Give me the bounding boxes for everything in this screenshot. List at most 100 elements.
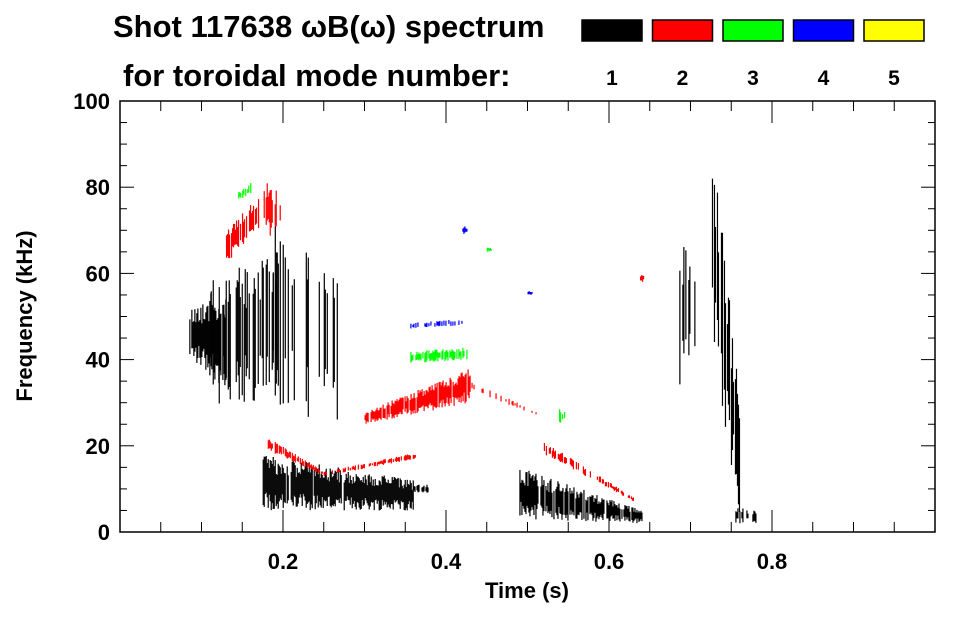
mode-2-mark [407,455,409,460]
mode-1-mark [275,473,277,507]
mode-1-mark [279,467,281,499]
mode-1-mark [365,479,367,501]
mode-2-mark [395,401,397,415]
mode-1-mark [359,480,361,510]
mode-1-mark [272,456,274,509]
mode-4-mark [461,320,463,324]
mode-2-mark [627,495,629,498]
mode-1-mark [344,480,346,501]
mode-2-mark [331,470,333,475]
mode-2-mark [306,462,308,468]
mode-2-mark [405,401,407,409]
mode-1-mark [601,498,603,518]
mode-1-mark [558,483,560,508]
mode-1-mark [579,493,581,513]
mode-2-mark [373,462,375,467]
mode-2-mark [463,377,465,393]
mode-3-mark [429,353,431,362]
x-axis-label: Time (s) [485,578,569,603]
mode-2-mark [558,454,560,461]
mode-2-mark [311,466,313,470]
mode-2-mark [602,479,604,484]
mode-2-feature [225,199,260,259]
mode-2-mark [535,412,537,415]
mode-1-mark [565,488,567,519]
mode-2-mark [287,453,289,458]
mode-1-mark [340,474,342,504]
mode-1-mark [527,485,529,508]
mode-2-mark [321,471,323,474]
mode-2-mark [564,457,566,464]
mode-2-mark [227,229,230,258]
mode-2-mark [268,439,270,449]
mode-1-mark [212,280,214,385]
mode-1-mark [735,368,738,475]
mode-2-mark [271,200,273,223]
mode-2-mark [396,399,398,418]
mode-1-feature [189,293,227,386]
mode-2-mark [390,458,392,464]
mode-1-mark [636,509,638,524]
mode-1-mark [363,483,365,505]
mode-1-mark [218,287,220,404]
mode-1-mark [575,498,577,519]
mode-1-mark [738,418,741,512]
mode-1-mark [421,487,423,492]
mode-2-mark [444,385,446,407]
mode-1-mark [273,466,275,509]
mode-1-mark [578,497,580,516]
mode-2-mark [405,455,407,461]
mode-1-mark [412,480,414,510]
mode-4-feature [527,291,533,295]
mode-2-mark [413,455,415,459]
mode-2-mark [473,384,475,390]
mode-3-mark [419,354,421,360]
mode-1-mark [282,244,284,404]
mode-1-mark [400,480,402,501]
mode-2-feature [323,454,416,476]
mode-1-mark [423,485,425,492]
mode-1-mark [336,479,338,501]
mode-2-mark [372,411,374,420]
mode-2-mark [250,213,253,230]
mode-1-mark [327,477,329,498]
mode-2-mark [553,451,555,459]
mode-4-mark [426,322,428,328]
mode-1-mark [416,485,418,491]
mode-2-mark [383,408,385,418]
mode-4-mark [530,291,532,295]
mode-2-mark [392,403,394,417]
mode-4-mark [441,321,443,326]
mode-2-mark [252,205,255,231]
mode-1-mark [353,482,355,501]
mode-1-mark [338,482,340,503]
mode-1-mark [284,473,286,504]
mode-2-mark [307,462,309,467]
mode-1-mark [393,477,395,501]
mode-1-mark [314,476,316,510]
mode-2-mark [554,450,556,459]
mode-1-mark [732,381,735,435]
mode-1-mark [395,479,397,502]
y-tick-label: 20 [86,434,110,459]
mode-1-mark [350,480,352,498]
mode-2-mark [397,457,399,462]
mode-2-mark [523,406,525,411]
mode-2-mark [448,386,450,406]
legend-label-mode-5: 5 [888,67,900,90]
mode-2-mark [601,479,603,484]
mode-4-mark [450,321,452,327]
mode-1-mark [408,484,410,502]
mode-1-mark [713,184,716,343]
mode-1-mark [530,478,532,511]
mode-2-mark [231,228,234,247]
mode-2-mark [545,446,547,456]
mode-2-mark [514,403,516,406]
mode-1-mark [398,487,400,505]
mode-2-mark [449,377,451,399]
mode-3-mark [453,351,455,361]
mode-2-mark [404,396,406,412]
mode-1-mark [550,478,552,511]
mode-3-mark [486,247,488,252]
mode-1-mark [357,476,359,504]
